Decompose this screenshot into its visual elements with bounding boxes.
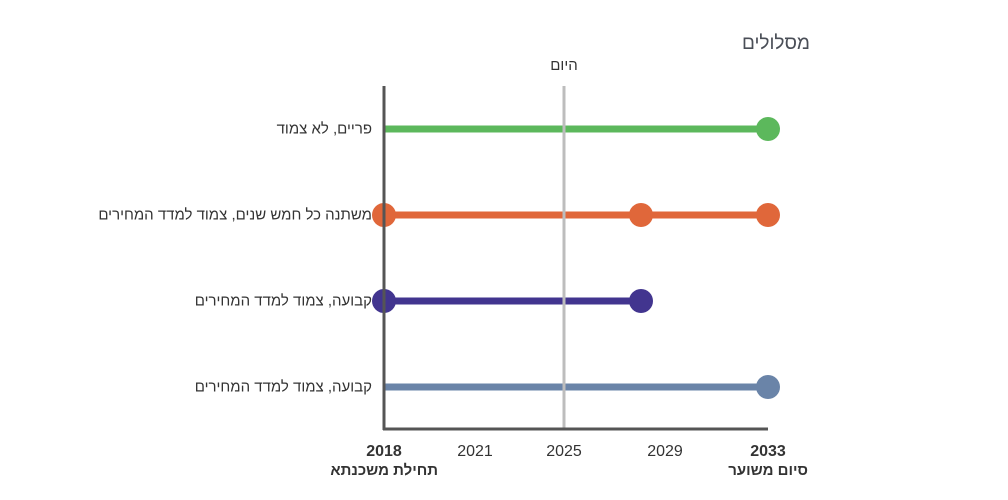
today-label: היום — [550, 57, 578, 74]
row-label-prime: פריים, לא צמוד — [276, 120, 372, 138]
data-point — [756, 117, 780, 141]
tick-2033: 2033 — [750, 443, 786, 460]
row-label-fixed-indexed-2: קבועה, צמוד למדד המחירים — [194, 378, 372, 396]
series-prime — [384, 117, 780, 141]
series-fixed-indexed-1 — [372, 289, 653, 313]
tick-2025: 2025 — [546, 443, 582, 460]
chart-title: מסלולים — [741, 33, 810, 54]
data-point — [629, 203, 653, 227]
end-label: סיום משוער — [728, 462, 808, 479]
tick-2021: 2021 — [457, 443, 493, 460]
tick-2018: 2018 — [366, 443, 402, 460]
row-label-fixed-indexed-1: קבועה, צמוד למדד המחירים — [194, 292, 372, 310]
row-label-variable-5y: משתנה כל חמש שנים, צמוד למדד המחירים — [98, 206, 372, 224]
series-variable-5y — [372, 203, 780, 227]
start-label: תחילת משכנתא — [330, 462, 438, 479]
data-point — [629, 289, 653, 313]
tick-2029: 2029 — [647, 443, 683, 460]
data-point — [756, 203, 780, 227]
series-fixed-indexed-2 — [384, 375, 780, 399]
data-point — [756, 375, 780, 399]
